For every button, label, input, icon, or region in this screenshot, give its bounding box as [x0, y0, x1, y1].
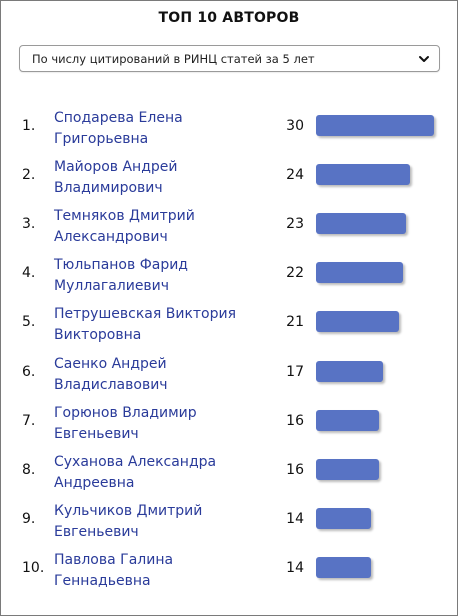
author-name-line2: Владиславович: [54, 377, 168, 393]
author-name-line2: Викторовна: [54, 327, 142, 343]
author-name-line1: Павлова Галина: [54, 552, 174, 568]
author-row: 1. Сподарева Елена Григорьевна 30: [0, 108, 458, 156]
author-name-line1: Кульчиков Дмитрий: [54, 503, 203, 519]
author-name-line2: Евгеньевич: [54, 426, 139, 442]
author-name-line1: Саенко Андрей: [54, 356, 167, 372]
citation-count: 16: [286, 413, 304, 429]
author-rank: 4.: [22, 265, 36, 281]
author-name-line2: Александрович: [54, 229, 168, 245]
author-name-link[interactable]: Майоров Андрей Владимирович: [54, 157, 264, 199]
citation-count: 21: [286, 314, 304, 330]
author-name-line1: Темняков Дмитрий: [54, 208, 195, 224]
citation-count: 14: [286, 560, 304, 576]
author-name-line1: Суханова Александра: [54, 454, 217, 470]
author-row: 10. Павлова Галина Геннадьевна 14: [0, 550, 458, 598]
author-name-link[interactable]: Тюльпанов Фарид Муллагалиевич: [54, 255, 264, 297]
author-row: 2. Майоров Андрей Владимирович 24: [0, 157, 458, 205]
author-row: 9. Кульчиков Дмитрий Евгеньевич 14: [0, 501, 458, 549]
author-rank: 5.: [22, 314, 36, 330]
citation-count: 30: [286, 118, 304, 134]
author-rank: 10.: [22, 560, 45, 576]
author-row: 6. Саенко Андрей Владиславович 17: [0, 354, 458, 402]
citation-bar: [316, 164, 410, 185]
citation-count: 23: [286, 216, 304, 232]
author-name-line2: Григорьевна: [54, 131, 149, 147]
citation-count: 14: [286, 511, 304, 527]
author-name-line1: Тюльпанов Фарид: [54, 257, 188, 273]
author-rank: 3.: [22, 216, 36, 232]
author-name-link[interactable]: Саенко Андрей Владиславович: [54, 354, 264, 396]
author-name-link[interactable]: Горюнов Владимир Евгеньевич: [54, 403, 264, 445]
author-name-line2: Евгеньевич: [54, 524, 139, 540]
author-name-link[interactable]: Суханова Александра Андреевна: [54, 452, 264, 494]
author-rank: 7.: [22, 413, 36, 429]
chevron-down-icon: [419, 56, 429, 62]
citation-bar: [316, 311, 399, 332]
author-name-line1: Сподарева Елена: [54, 110, 183, 126]
author-rank: 6.: [22, 364, 36, 380]
author-rank: 1.: [22, 118, 36, 134]
citation-bar: [316, 262, 403, 283]
author-row: 3. Темняков Дмитрий Александрович 23: [0, 206, 458, 254]
citation-count: 16: [286, 462, 304, 478]
citation-bar: [316, 115, 434, 136]
author-row: 4. Тюльпанов Фарид Муллагалиевич 22: [0, 255, 458, 303]
citation-bar: [316, 361, 383, 382]
author-rank: 9.: [22, 511, 36, 527]
citation-bar: [316, 213, 406, 234]
author-name-line1: Майоров Андрей: [54, 159, 178, 175]
citation-bar: [316, 459, 379, 480]
author-name-line2: Муллагалиевич: [54, 278, 170, 294]
citation-count: 17: [286, 364, 304, 380]
author-rank: 8.: [22, 462, 36, 478]
citation-bar: [316, 557, 371, 578]
author-name-link[interactable]: Кульчиков Дмитрий Евгеньевич: [54, 501, 264, 543]
ranking-criteria-dropdown[interactable]: По числу цитирований в РИНЦ статей за 5 …: [19, 45, 440, 72]
author-name-line2: Андреевна: [54, 475, 135, 491]
citation-bar: [316, 508, 371, 529]
author-rank: 2.: [22, 167, 36, 183]
author-row: 5. Петрушевская Виктория Викторовна 21: [0, 304, 458, 352]
citation-count: 22: [286, 265, 304, 281]
author-row: 7. Горюнов Владимир Евгеньевич 16: [0, 403, 458, 451]
author-name-link[interactable]: Темняков Дмитрий Александрович: [54, 206, 264, 248]
author-name-line1: Горюнов Владимир: [54, 405, 197, 421]
author-name-line2: Геннадьевна: [54, 573, 151, 589]
author-name-link[interactable]: Павлова Галина Геннадьевна: [54, 550, 264, 592]
author-name-line1: Петрушевская Виктория: [54, 306, 237, 322]
author-row: 8. Суханова Александра Андреевна 16: [0, 452, 458, 500]
author-name-link[interactable]: Петрушевская Виктория Викторовна: [54, 304, 264, 346]
citation-count: 24: [286, 167, 304, 183]
author-name-line2: Владимирович: [54, 180, 163, 196]
dropdown-selected-value: По числу цитирований в РИНЦ статей за 5 …: [32, 52, 315, 66]
citation-bar: [316, 410, 379, 431]
author-name-link[interactable]: Сподарева Елена Григорьевна: [54, 108, 264, 150]
widget-title: ТОП 10 АВТОРОВ: [158, 10, 300, 26]
